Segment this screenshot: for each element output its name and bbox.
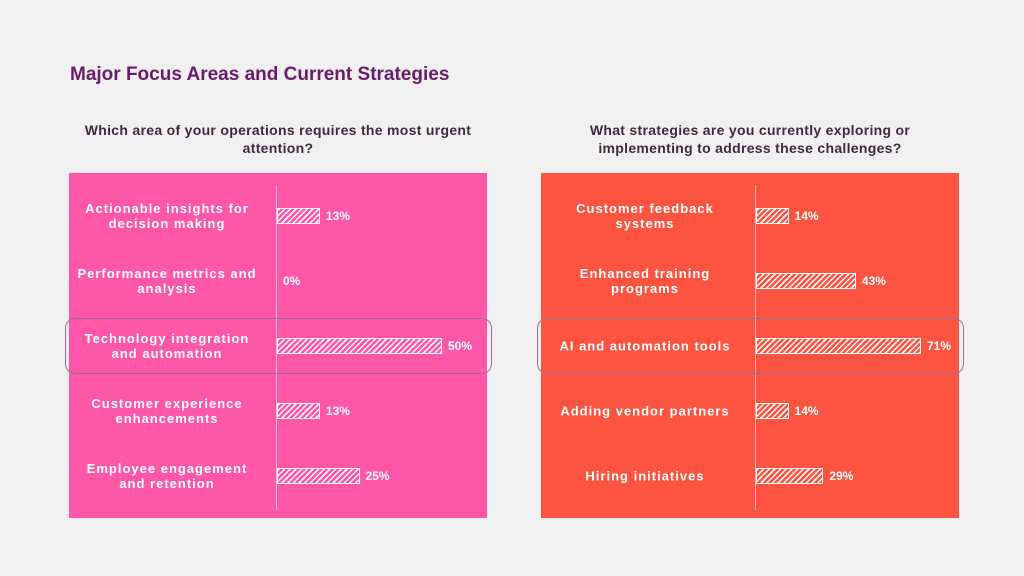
- bar: [277, 403, 320, 419]
- chart-title: Which area of your operations requires t…: [84, 122, 472, 156]
- bar: [756, 273, 856, 289]
- bar: [756, 468, 824, 484]
- category-label: AI and automation tools: [559, 338, 731, 354]
- value-label: 14%: [794, 404, 819, 418]
- category-label: Customer experience enhancements: [91, 396, 243, 426]
- axis-line: [755, 185, 756, 510]
- value-label: 50%: [448, 339, 473, 353]
- value-label: 43%: [861, 274, 886, 288]
- highlight-box: [537, 318, 964, 374]
- category-label: Adding vendor partners: [560, 403, 730, 419]
- bar: [277, 208, 320, 224]
- category-label: Enhanced training programs: [579, 266, 711, 296]
- value-label: 13%: [325, 404, 350, 418]
- bar: [756, 338, 921, 354]
- bar: [277, 338, 442, 354]
- highlight-box: [65, 318, 492, 374]
- axis-line: [276, 185, 277, 510]
- category-label: Employee engagement and retention: [86, 461, 248, 491]
- chart-title: What strategies are you currently explor…: [589, 122, 911, 156]
- bar: [756, 403, 789, 419]
- bar: [277, 468, 360, 484]
- category-label: Customer feedback systems: [576, 201, 714, 231]
- value-label: 71%: [927, 339, 952, 353]
- category-label: Performance metrics and analysis: [77, 266, 257, 296]
- value-label: 0%: [283, 274, 301, 288]
- category-label: Technology integration and automation: [84, 331, 250, 361]
- value-label: 25%: [365, 469, 390, 483]
- value-label: 14%: [794, 209, 819, 223]
- bar: [756, 208, 789, 224]
- slide-title: Major Focus Areas and Current Strategies: [70, 64, 450, 85]
- category-label: Actionable insights for decision making: [85, 201, 249, 231]
- value-label: 29%: [829, 469, 854, 483]
- category-label: Hiring initiatives: [585, 468, 705, 484]
- value-label: 13%: [325, 209, 350, 223]
